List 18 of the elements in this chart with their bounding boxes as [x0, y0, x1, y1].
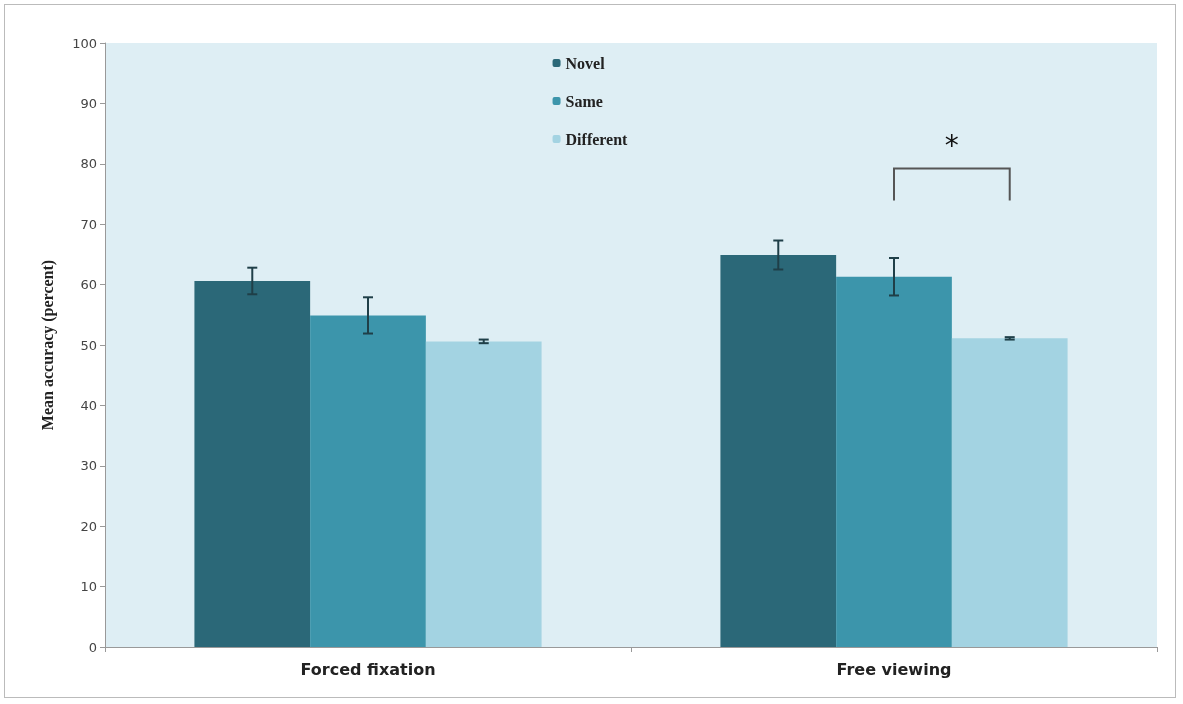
x-tick-label: Free viewing [836, 659, 952, 679]
y-tick-label: 50 [80, 337, 97, 353]
y-tick-label: 40 [80, 397, 97, 413]
y-axis-title: Mean accuracy (percent) [38, 259, 57, 431]
y-tick-label: 20 [80, 518, 97, 534]
legend-label: Same [565, 92, 603, 110]
y-tick-label: 90 [80, 95, 97, 111]
y-tick-label: 0 [88, 639, 97, 655]
legend-label: Novel [565, 54, 606, 72]
annotation: * [944, 128, 959, 162]
legend-label: Different [565, 130, 629, 148]
y-tick-label: 60 [80, 277, 97, 293]
y-tick-label: 10 [80, 579, 97, 595]
y-tick-label: 70 [80, 216, 97, 232]
y-tick-label: 100 [72, 35, 97, 51]
y-tick-label: 30 [80, 458, 97, 474]
y-tick-label: 80 [80, 156, 97, 172]
x-tick-label: Forced fixation [300, 659, 436, 679]
